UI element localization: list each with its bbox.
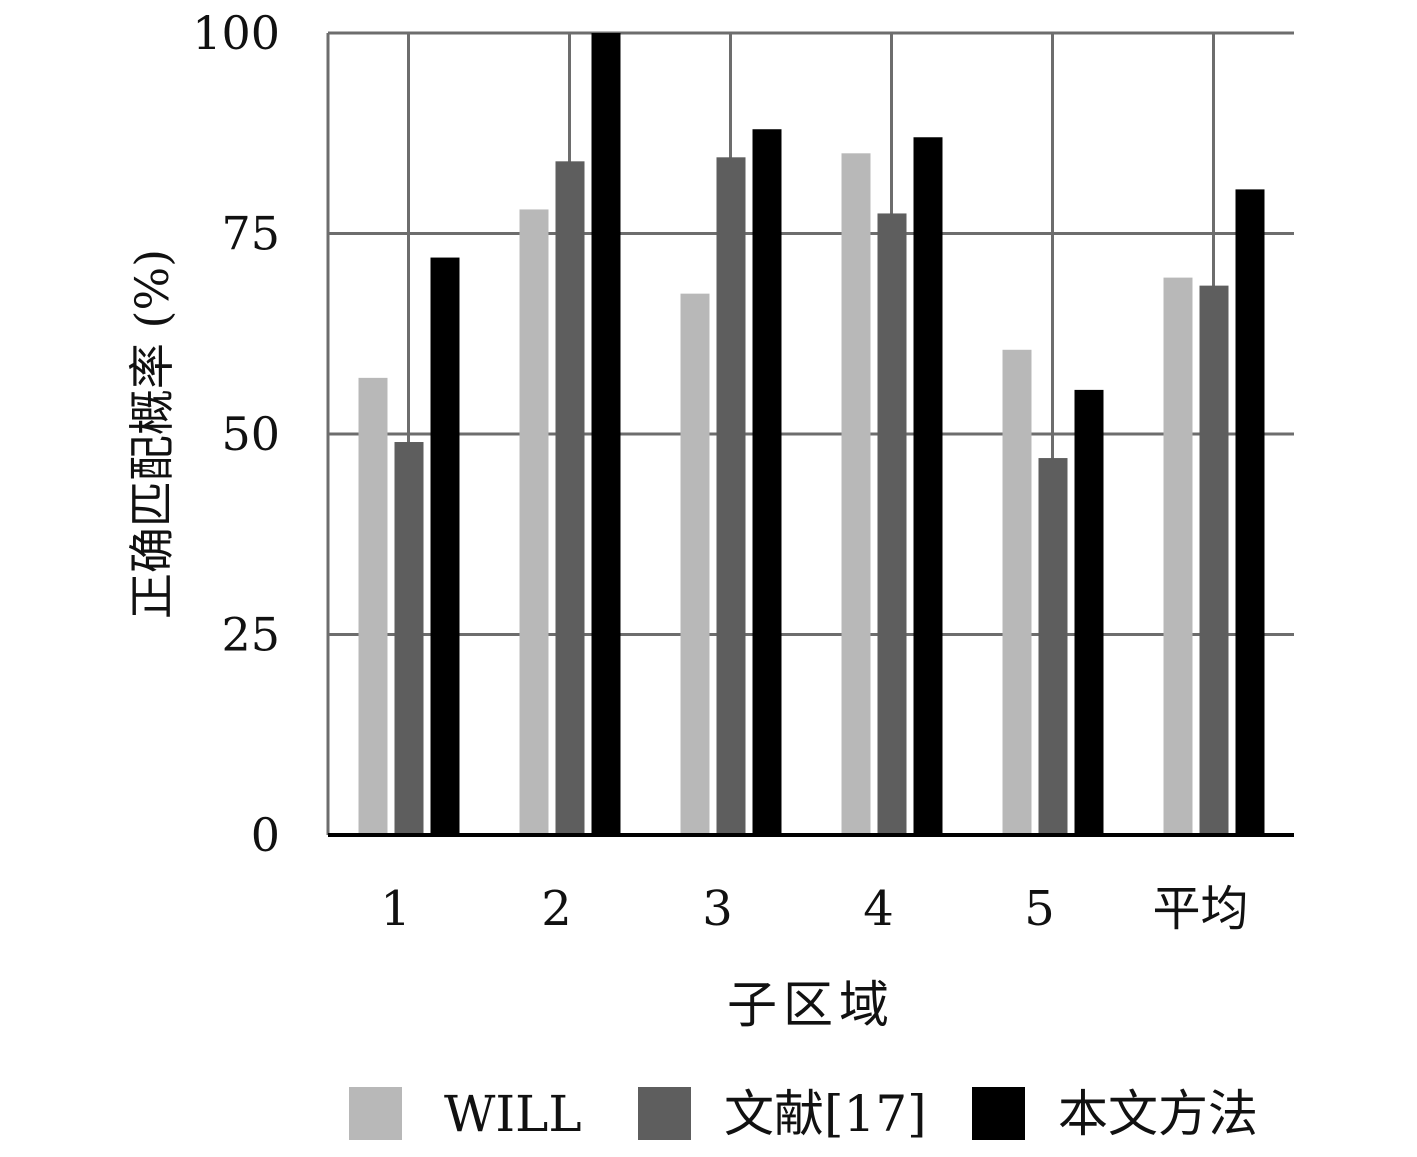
x-category-label: 5 xyxy=(1024,881,1055,937)
x-category-label: 1 xyxy=(380,881,411,937)
y-tick-label: 50 xyxy=(221,407,280,461)
x-category-label: 3 xyxy=(702,881,733,937)
x-category-label: 平均 xyxy=(1152,881,1248,937)
bar xyxy=(1235,189,1265,835)
y-tick-labels: 0 25 50 75 100 xyxy=(192,6,280,862)
bar xyxy=(877,213,907,835)
y-tick-label: 75 xyxy=(221,207,280,261)
y-tick-label: 100 xyxy=(192,6,280,60)
bar xyxy=(555,161,585,835)
bar xyxy=(680,293,710,835)
bar xyxy=(841,153,871,836)
bar xyxy=(752,129,782,836)
bar xyxy=(1199,285,1229,835)
x-axis-title: 子区域 xyxy=(727,976,895,1034)
axes xyxy=(326,33,1294,837)
bar xyxy=(519,209,549,835)
x-category-labels: 1 2 3 4 5 平均 xyxy=(380,881,1248,937)
legend-label: 文献[17] xyxy=(724,1085,927,1143)
bar xyxy=(716,157,746,835)
grid-lines xyxy=(328,31,1294,835)
bars xyxy=(358,33,1265,836)
bar xyxy=(1002,349,1032,835)
bar xyxy=(913,137,943,835)
x-category-label: 2 xyxy=(541,881,572,937)
bar xyxy=(394,442,424,835)
bar xyxy=(1163,277,1193,835)
bar xyxy=(430,257,460,835)
legend-swatch xyxy=(972,1087,1025,1140)
bar xyxy=(1074,389,1104,835)
legend: WILL 文献[17] 本文方法 xyxy=(349,1085,1258,1143)
legend-label: WILL xyxy=(444,1085,582,1143)
bar xyxy=(1038,458,1068,835)
y-tick-label: 0 xyxy=(251,808,280,862)
legend-label: 本文方法 xyxy=(1058,1085,1258,1143)
bar xyxy=(591,33,621,835)
x-category-label: 4 xyxy=(863,881,894,937)
legend-swatch xyxy=(349,1087,402,1140)
y-axis-title: 正确匹配概率 (%) xyxy=(125,249,179,619)
legend-swatch xyxy=(638,1087,691,1140)
bar xyxy=(358,377,388,835)
y-tick-label: 25 xyxy=(221,608,280,662)
